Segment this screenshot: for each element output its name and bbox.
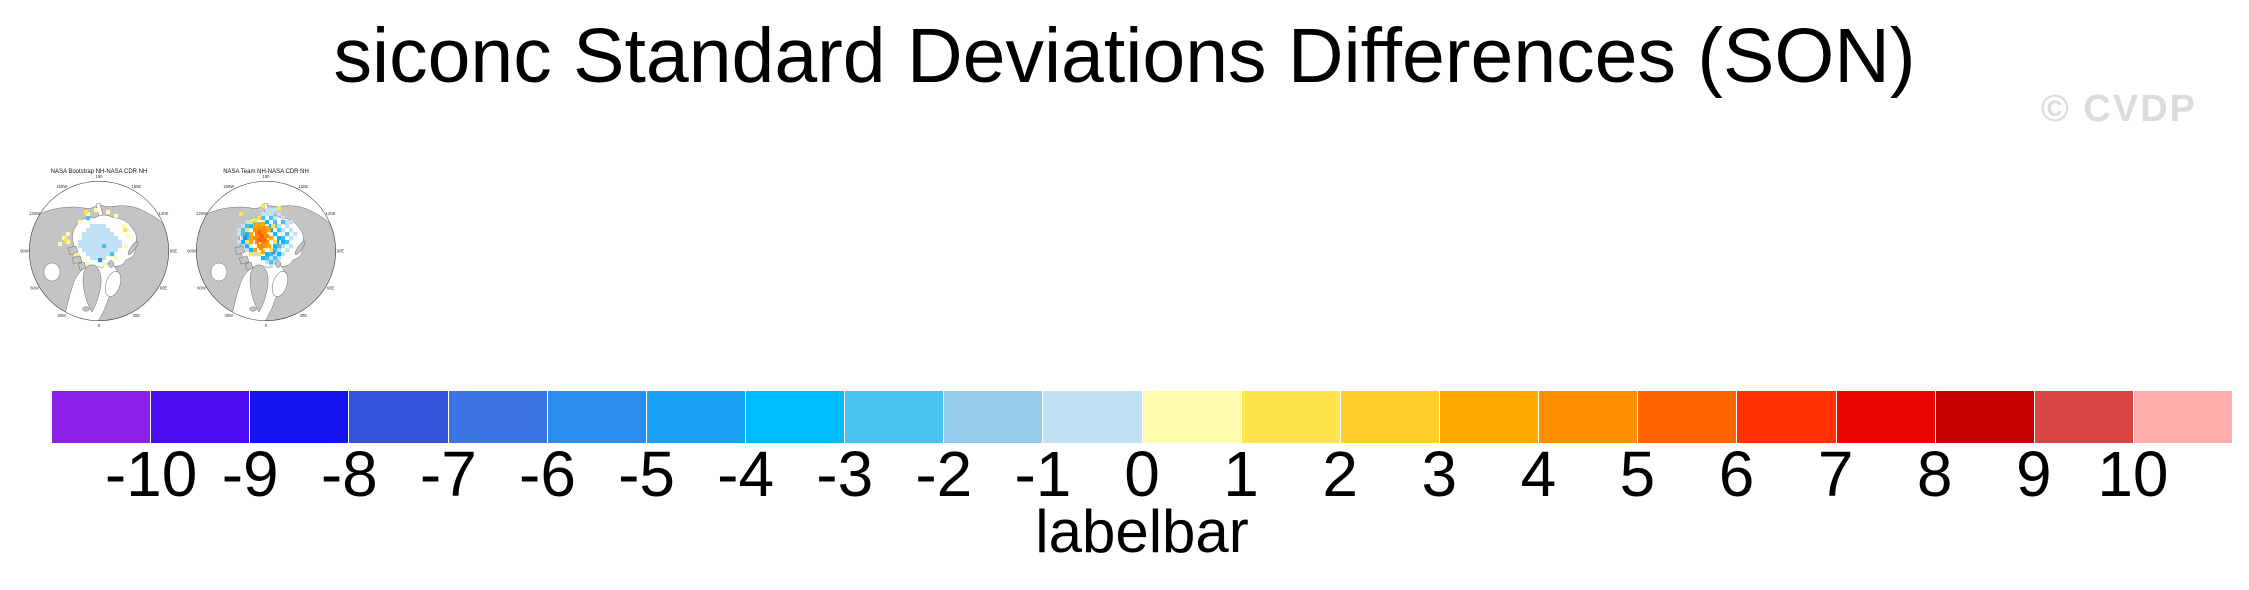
- lon-label-0: 0: [98, 323, 101, 328]
- lon-label-90W: 90W: [20, 248, 29, 253]
- colorbar: [52, 391, 2233, 443]
- colorbar-tick-9: 9: [2016, 438, 2052, 510]
- page-title: siconc Standard Deviations Differences (…: [333, 13, 1916, 99]
- lon-label-90E: 90E: [337, 248, 345, 253]
- colorbar-segment-2: [250, 391, 349, 443]
- lon-label-120E: 120E: [326, 211, 336, 216]
- colorbar-tick--6: -6: [519, 438, 576, 510]
- lon-label-60E: 60E: [327, 286, 335, 291]
- colorbar-tick-3: 3: [1421, 438, 1458, 510]
- colorbar-tick--4: -4: [717, 438, 775, 510]
- lon-label-180: 180: [96, 174, 104, 179]
- colorbar-tick--1: -1: [1014, 438, 1072, 510]
- colorbar-segment-19: [1935, 391, 2034, 443]
- cvdp-watermark: © CVDP: [2040, 88, 2197, 130]
- colorbar-segment-13: [1340, 391, 1439, 443]
- lon-label-120W: 120W: [29, 211, 40, 216]
- lon-label-60W: 60W: [30, 286, 39, 291]
- colorbar-segment-18: [1836, 391, 1935, 443]
- labelbar-caption: labelbar: [1035, 498, 1249, 565]
- colorbar-tick--10: -10: [104, 438, 198, 510]
- colorbar-segment-1: [151, 391, 250, 443]
- colorbar-segment-9: [944, 391, 1043, 443]
- lon-label-30W: 30W: [57, 313, 66, 318]
- colorbar-tick--7: -7: [419, 438, 477, 510]
- lon-label-90E: 90E: [170, 248, 178, 253]
- lon-label-180: 180: [263, 174, 271, 179]
- colorbar-segment-12: [1241, 391, 1340, 443]
- lon-label-90W: 90W: [187, 248, 196, 253]
- lon-label-30E: 30E: [133, 313, 141, 318]
- colorbar-segment-20: [2034, 391, 2133, 443]
- lon-label-150W: 150W: [223, 184, 234, 189]
- lon-label-120W: 120W: [196, 211, 207, 216]
- lon-label-60W: 60W: [197, 286, 206, 291]
- colorbar-tick--5: -5: [618, 438, 675, 510]
- lon-label-150E: 150E: [131, 184, 141, 189]
- anomaly-cells: [58, 208, 131, 267]
- lon-label-150W: 150W: [56, 184, 67, 189]
- colorbar-tick--9: -9: [221, 438, 279, 510]
- lon-labels: 180 150E 120E 90E 60E 30E 0 30W 60W 90W 120W 150W: [20, 174, 177, 328]
- colorbar-tick-5: 5: [1619, 438, 1656, 510]
- colorbar-tick-1: 1: [1223, 438, 1259, 510]
- anomaly-cells: [237, 204, 298, 269]
- colorbar-segment-11: [1142, 391, 1241, 443]
- colorbar-segment-14: [1439, 391, 1539, 443]
- colorbar-tick-6: 6: [1718, 438, 1755, 510]
- colorbar-segment-15: [1539, 391, 1638, 443]
- colorbar-segment-0: [52, 391, 151, 443]
- colorbar-segment-5: [547, 391, 646, 443]
- colorbar-segment-21: [2133, 391, 2233, 443]
- colorbar-segment-17: [1737, 391, 1836, 443]
- colorbar-segment-6: [646, 391, 745, 443]
- colorbar-segment-7: [745, 391, 845, 443]
- colorbar-tick-4: 4: [1520, 438, 1557, 510]
- lon-label-30W: 30W: [224, 313, 233, 318]
- land-islands-layer: [234, 241, 306, 313]
- colorbar-tick--3: -3: [816, 438, 874, 510]
- colorbar-tick-7: 7: [1817, 438, 1854, 510]
- colorbar-tick-10: 10: [2097, 438, 2169, 510]
- colorbar-tick-8: 8: [1916, 438, 1953, 510]
- colorbar-tick-2: 2: [1322, 438, 1358, 510]
- colorbar-segment-8: [845, 391, 944, 443]
- colorbar-tick--8: -8: [320, 438, 378, 510]
- lon-label-0: 0: [265, 323, 268, 328]
- lon-label-150E: 150E: [298, 184, 308, 189]
- lon-label-30E: 30E: [300, 313, 308, 318]
- lon-label-120E: 120E: [159, 211, 169, 216]
- colorbar-segment-3: [349, 391, 448, 443]
- colorbar-segment-4: [448, 391, 547, 443]
- map-panel-title: NASA Team NH-NASA CDR NH: [223, 169, 309, 175]
- lon-labels: 180 150E 120E 90E 60E 30E 0 30W 60W 90W 120W 150W: [187, 174, 344, 328]
- colorbar-segment-16: [1638, 391, 1737, 443]
- map-panel-title: NASA Bootstrap NH-NASA CDR NH: [51, 169, 148, 175]
- colorbar-tick--2: -2: [915, 438, 973, 510]
- land-islands-layer: [67, 241, 139, 313]
- lon-label-60E: 60E: [160, 286, 168, 291]
- colorbar-segment-10: [1043, 391, 1142, 443]
- colorbar-tick-0: 0: [1124, 438, 1160, 510]
